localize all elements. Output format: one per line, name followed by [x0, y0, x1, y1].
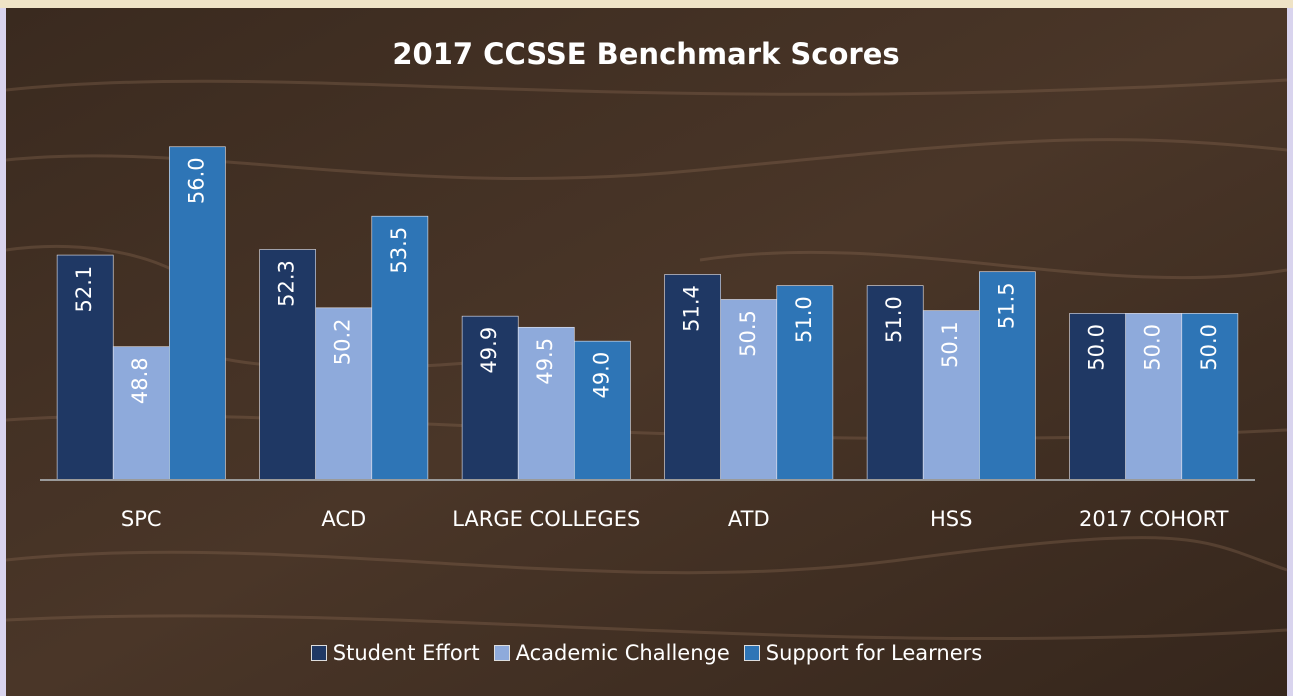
value-label: 50.1: [938, 321, 962, 368]
value-label: 51.4: [680, 285, 704, 332]
x-tick-label: ATD: [654, 506, 844, 533]
x-tick-label: 2017 COHORT: [1059, 506, 1249, 533]
legend-label: Support for Learners: [766, 641, 982, 665]
value-label: 50.5: [736, 310, 760, 357]
value-label: 50.0: [1141, 324, 1165, 371]
legend-item: Academic Challenge: [494, 641, 730, 665]
value-label: 52.1: [72, 266, 96, 313]
legend-swatch: [494, 645, 510, 661]
top-strip: [0, 0, 1293, 8]
value-label: 50.2: [331, 318, 355, 365]
value-label: 53.5: [387, 227, 411, 274]
legend-label: Student Effort: [333, 641, 480, 665]
x-tick-label: SPC: [46, 506, 236, 533]
value-label: 51.5: [994, 282, 1018, 329]
chart: 2017 CCSSE Benchmark Scores 52.1 48.8 56.0…: [0, 0, 1293, 696]
value-label: 50.0: [1085, 324, 1109, 371]
value-label: 52.3: [275, 260, 299, 307]
x-tick-label: HSS: [856, 506, 1046, 533]
legend-swatch: [311, 645, 327, 661]
x-tick-label: LARGE COLLEGES: [451, 506, 641, 533]
value-label: 51.0: [792, 296, 816, 343]
legend: Student Effort Academic Challenge Support …: [0, 641, 1293, 665]
legend-item: Support for Learners: [744, 641, 982, 665]
value-label: 50.0: [1197, 324, 1221, 371]
chart-title: 2017 CCSSE Benchmark Scores: [392, 37, 899, 71]
value-label: 49.0: [589, 352, 613, 399]
value-label: 49.5: [533, 338, 557, 385]
legend-item: Student Effort: [311, 641, 480, 665]
legend-swatch: [744, 645, 760, 661]
value-label: 56.0: [184, 157, 208, 204]
page: 2017 CCSSE Benchmark Scores 52.1 48.8 56.0…: [0, 0, 1293, 696]
value-label: 51.0: [882, 296, 906, 343]
x-tick-label: ACD: [249, 506, 439, 533]
value-label: 48.8: [128, 357, 152, 404]
legend-label: Academic Challenge: [516, 641, 730, 665]
value-label: 49.9: [477, 327, 501, 374]
